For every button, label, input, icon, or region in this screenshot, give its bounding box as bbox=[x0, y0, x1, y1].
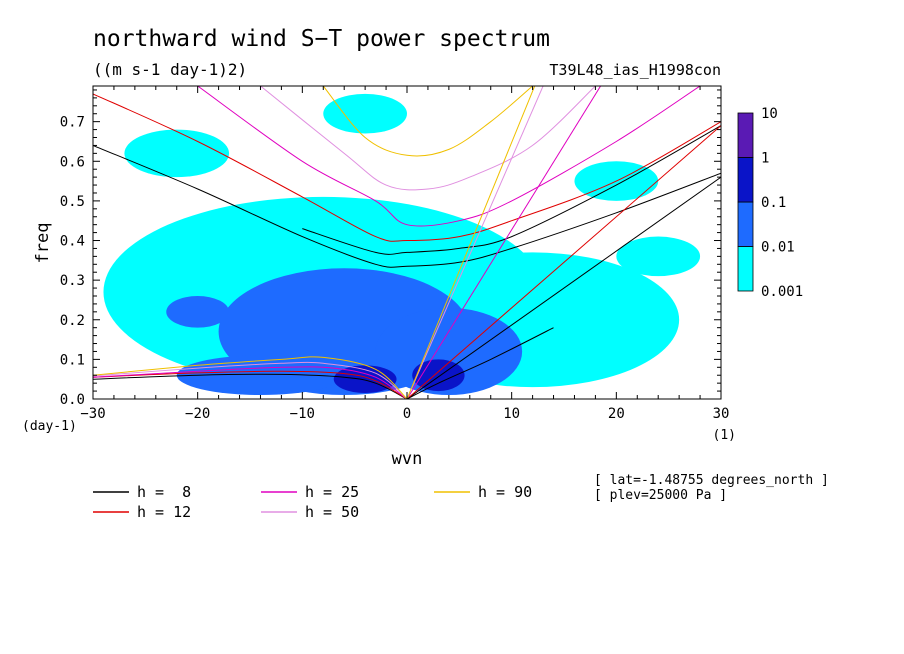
colorbar-swatch-0 bbox=[737, 246, 754, 292]
run-label: T39L48_ias_H1998con bbox=[549, 61, 721, 79]
curve-kelvin-7 bbox=[406, 125, 721, 399]
chart-title: northward wind S−T power spectrum bbox=[93, 26, 550, 52]
axis-ticks: −30 −20 −10 0 10 20 30 0.0 0.1 0.2 0.3 0.4 0.5 0.6 0.7 bbox=[60, 86, 730, 422]
x-tick-label-2: −10 bbox=[290, 406, 315, 422]
curve-gravity-4 bbox=[260, 86, 596, 191]
curve-rossby-15 bbox=[93, 356, 408, 399]
curve-mrg-16 bbox=[406, 327, 554, 399]
x-tick-label-5: 20 bbox=[608, 406, 625, 422]
power-region-8 bbox=[176, 355, 345, 396]
colorbar-label-3: 1 bbox=[761, 151, 769, 167]
legend-label-3: h = 50 bbox=[305, 503, 359, 521]
curve-gravity-1 bbox=[302, 125, 721, 255]
y-axis-unit: (day-1) bbox=[22, 419, 77, 434]
chart-subtitle: ((m s-1 day-1)2) bbox=[93, 60, 247, 79]
power-region-7 bbox=[375, 307, 523, 396]
curve-gravity-5 bbox=[322, 86, 533, 157]
curve-gravity-2 bbox=[93, 93, 721, 242]
y-tick-label-6: 0.6 bbox=[60, 154, 85, 170]
info-lat: [ lat=-1.48755 degrees_north ] bbox=[594, 473, 829, 488]
x-axis-unit: (1) bbox=[713, 428, 736, 443]
curve-kelvin-6 bbox=[406, 176, 721, 399]
legend: h = 8 h = 12 h = 25 h = 50 h = 90 bbox=[93, 483, 532, 521]
legend-label-1: h = 12 bbox=[137, 503, 191, 521]
x-tick-label-1: −20 bbox=[185, 406, 210, 422]
curve-rossby-11 bbox=[93, 373, 408, 399]
x-axis-label: wvn bbox=[392, 449, 423, 469]
curve-kelvin-10 bbox=[406, 86, 536, 399]
x-tick-label-6: 30 bbox=[713, 406, 730, 422]
legend-label-2: h = 25 bbox=[305, 483, 359, 501]
power-region-9 bbox=[166, 295, 230, 328]
colorbar-label-4: 10 bbox=[761, 106, 778, 122]
power-region-5 bbox=[616, 236, 701, 277]
legend-label-4: h = 90 bbox=[478, 483, 532, 501]
colorbar-swatch-1 bbox=[737, 201, 754, 247]
dispersion-curves bbox=[93, 86, 721, 399]
y-tick-label-4: 0.4 bbox=[60, 234, 85, 250]
curve-rossby-12 bbox=[93, 370, 408, 399]
colorbar-swatch-3 bbox=[737, 112, 754, 158]
power-region-3 bbox=[323, 93, 407, 134]
x-tick-label-0: −30 bbox=[80, 406, 105, 422]
curve-gravity-0 bbox=[93, 144, 721, 268]
y-tick-label-1: 0.1 bbox=[60, 352, 85, 368]
colorbar: 0.001 0.01 0.1 1 10 bbox=[737, 106, 803, 300]
curve-kelvin-9 bbox=[406, 86, 544, 399]
curve-kelvin-8 bbox=[406, 86, 602, 399]
y-tick-label-7: 0.7 bbox=[60, 115, 85, 131]
colorbar-label-1: 0.01 bbox=[761, 240, 795, 256]
legend-label-0: h = 8 bbox=[137, 483, 191, 501]
curve-gravity-3 bbox=[197, 86, 701, 227]
colorbar-label-2: 0.1 bbox=[761, 195, 786, 211]
info-plev: [ plev=25000 Pa ] bbox=[594, 488, 727, 503]
y-tick-label-3: 0.3 bbox=[60, 273, 85, 289]
y-tick-label-5: 0.5 bbox=[60, 194, 85, 210]
power-region-2 bbox=[124, 129, 230, 178]
curve-rossby-14 bbox=[93, 361, 408, 399]
x-tick-label-3: 0 bbox=[403, 406, 411, 422]
colorbar-swatch-2 bbox=[737, 157, 754, 203]
plot-area: −30 −20 −10 0 10 20 30 0.0 0.1 0.2 0.3 0.4 0.5 0.6 0.7 bbox=[60, 85, 730, 422]
y-axis-label: freq bbox=[33, 223, 53, 264]
x-tick-label-4: 10 bbox=[503, 406, 520, 422]
y-tick-label-0: 0.0 bbox=[60, 392, 85, 408]
y-tick-label-2: 0.2 bbox=[60, 313, 85, 329]
curve-rossby-13 bbox=[93, 366, 408, 399]
colorbar-label-0: 0.001 bbox=[761, 284, 803, 300]
